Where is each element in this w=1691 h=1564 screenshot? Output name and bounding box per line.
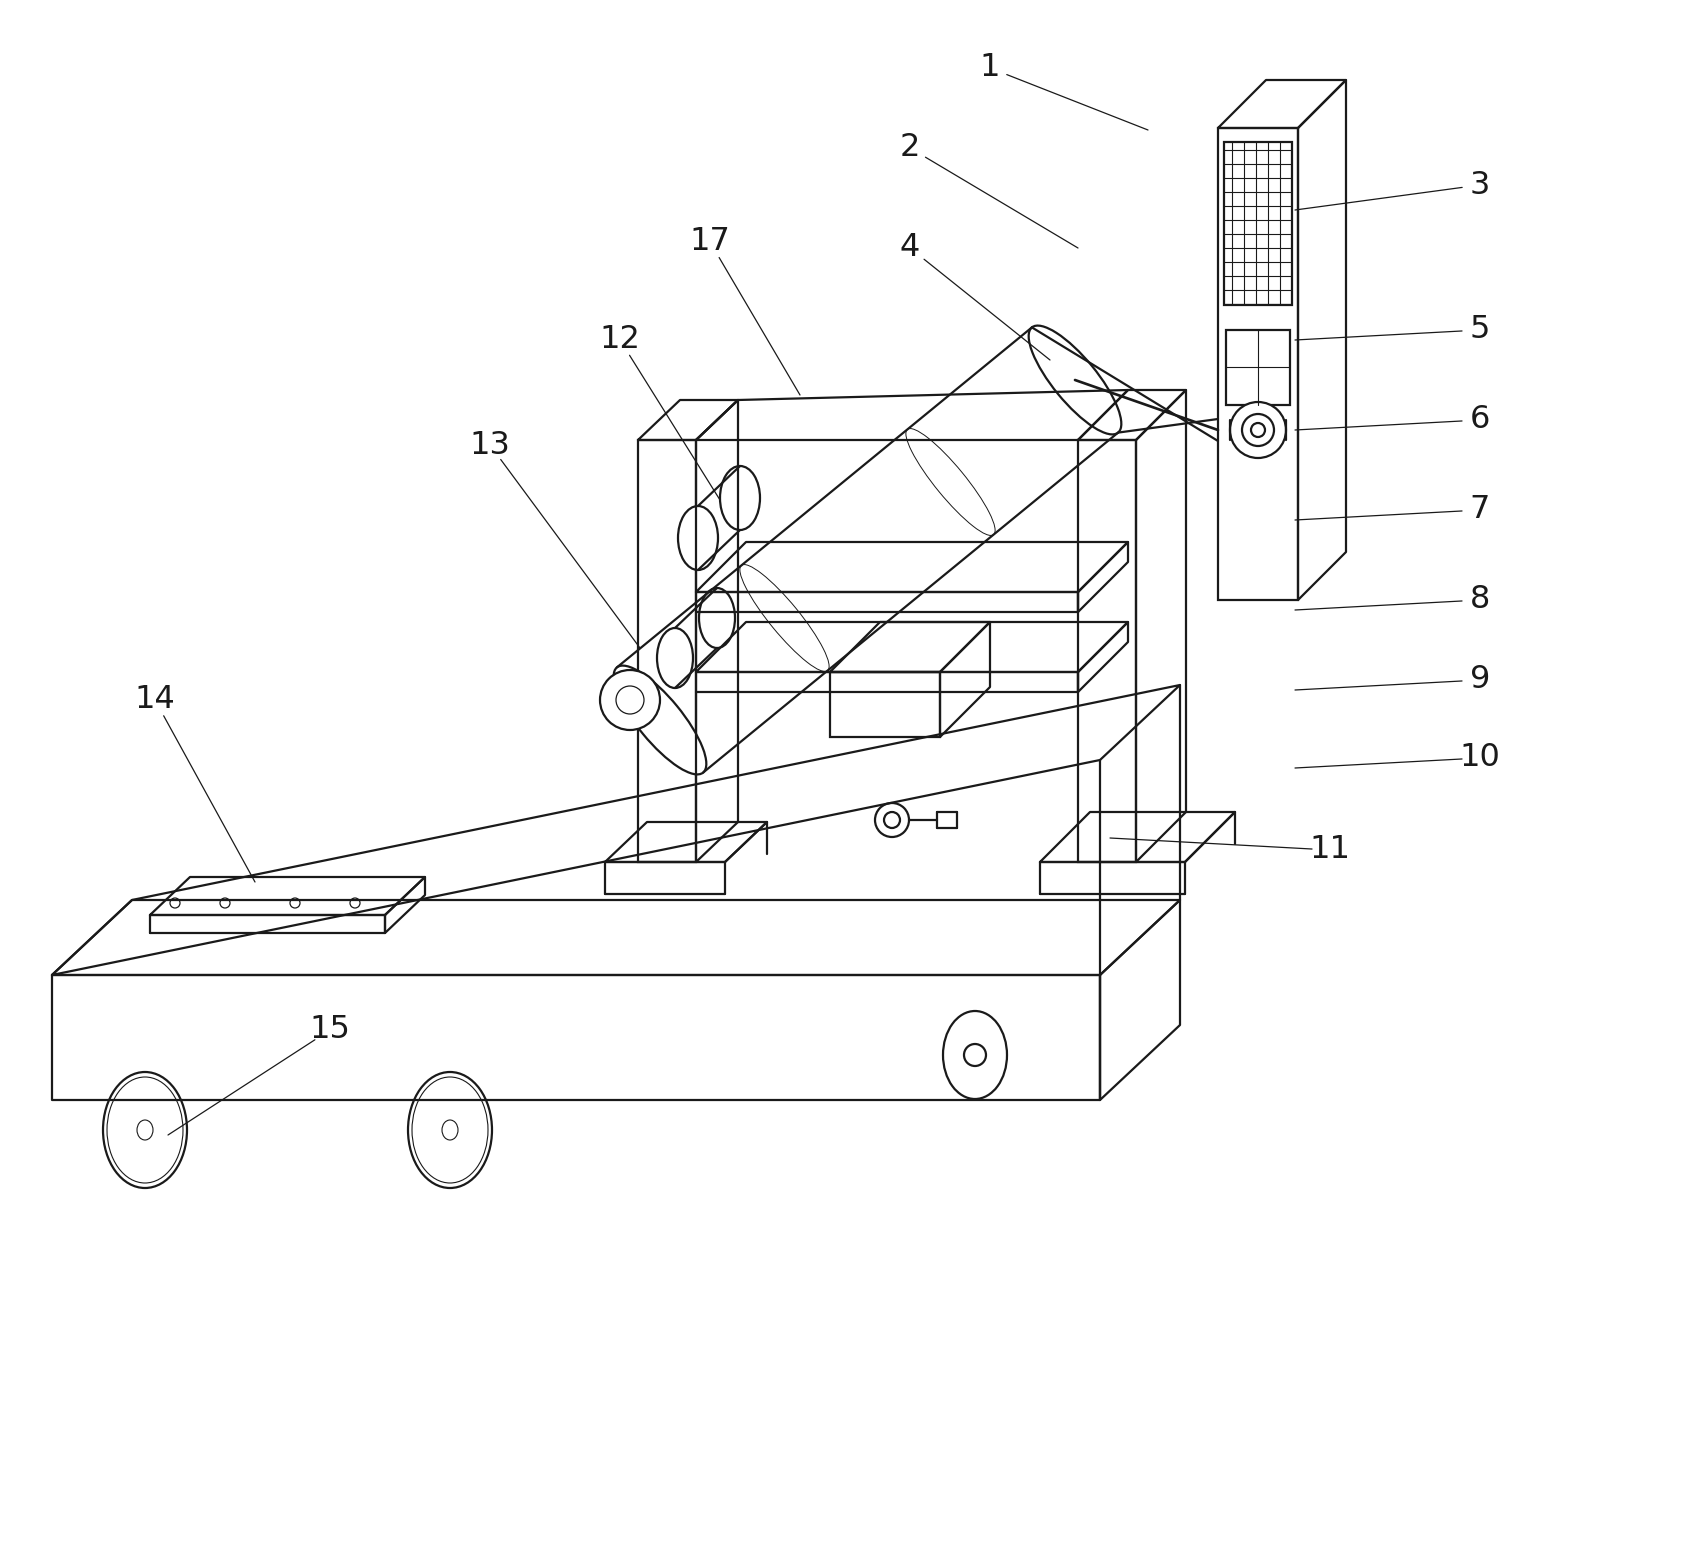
Circle shape [600, 669, 659, 730]
Ellipse shape [408, 1071, 492, 1189]
Ellipse shape [137, 1120, 152, 1140]
Bar [638, 439, 697, 862]
Text: 11: 11 [1309, 835, 1351, 865]
Circle shape [171, 898, 179, 909]
Ellipse shape [413, 1078, 489, 1182]
Bar [1077, 439, 1136, 862]
Text: 4: 4 [900, 233, 920, 263]
Circle shape [1251, 422, 1265, 436]
Circle shape [874, 802, 910, 837]
Ellipse shape [1028, 325, 1121, 435]
Text: 1: 1 [979, 53, 1001, 83]
Bar [830, 673, 940, 737]
Text: 9: 9 [1469, 665, 1490, 696]
Text: 12: 12 [600, 324, 641, 355]
Circle shape [350, 898, 360, 909]
Circle shape [289, 898, 299, 909]
Ellipse shape [103, 1071, 188, 1189]
Ellipse shape [678, 507, 719, 569]
Text: 15: 15 [309, 1015, 350, 1045]
Text: 17: 17 [690, 227, 731, 258]
Text: 3: 3 [1469, 169, 1490, 200]
Ellipse shape [441, 1120, 458, 1140]
Circle shape [884, 812, 900, 827]
Circle shape [1229, 402, 1285, 458]
Circle shape [1241, 414, 1273, 446]
Text: 13: 13 [470, 430, 511, 460]
Ellipse shape [720, 466, 759, 530]
Text: 6: 6 [1469, 405, 1490, 435]
Ellipse shape [107, 1078, 183, 1182]
Circle shape [220, 898, 230, 909]
Text: 14: 14 [135, 685, 176, 715]
Ellipse shape [658, 629, 693, 688]
Bar [1226, 330, 1290, 405]
Circle shape [964, 1045, 986, 1067]
Circle shape [435, 1115, 465, 1145]
Text: 5: 5 [1469, 314, 1490, 346]
Circle shape [130, 1115, 161, 1145]
Text: 2: 2 [900, 133, 920, 164]
Ellipse shape [944, 1010, 1008, 1099]
Bar [1224, 142, 1292, 305]
Ellipse shape [614, 666, 707, 774]
Bar [1218, 128, 1299, 601]
Ellipse shape [698, 588, 736, 647]
Text: 10: 10 [1459, 743, 1500, 774]
Text: 7: 7 [1469, 494, 1490, 526]
Text: 8: 8 [1469, 585, 1490, 616]
Circle shape [616, 687, 644, 715]
